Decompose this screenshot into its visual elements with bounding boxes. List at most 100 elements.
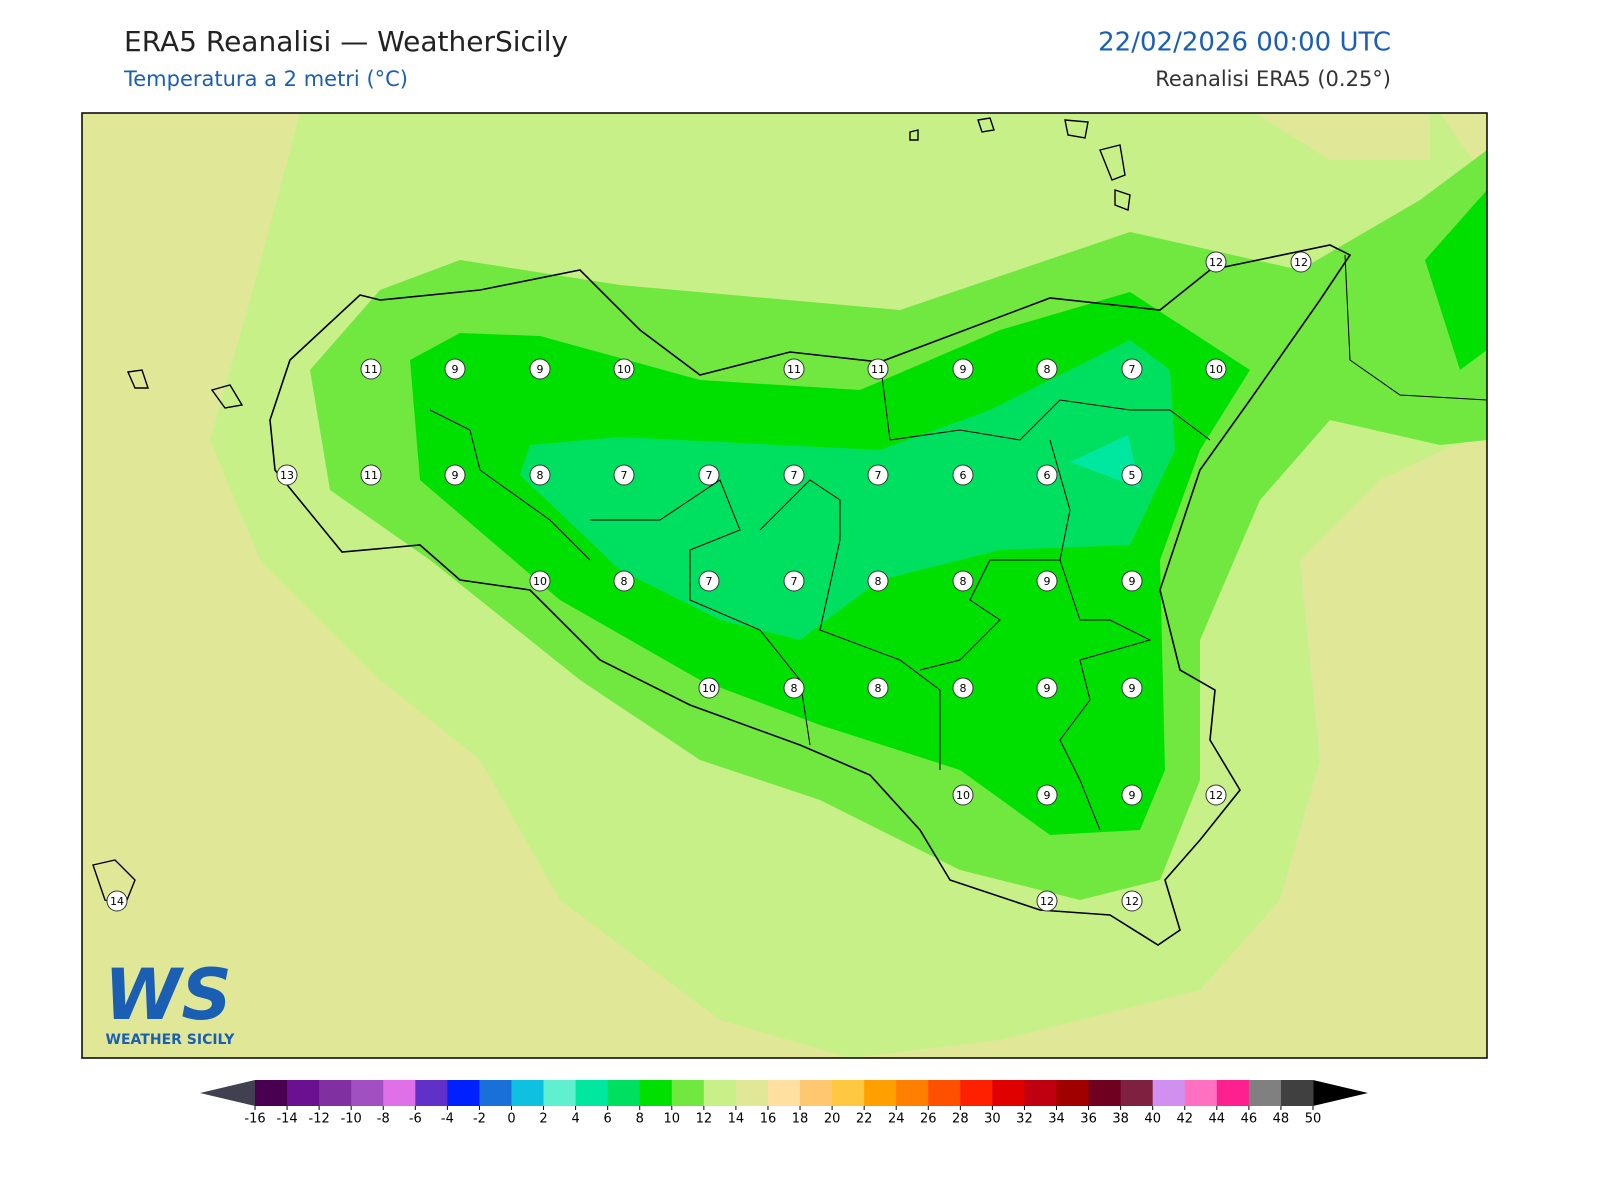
colorbar-tick-label: -16 [244, 1112, 265, 1127]
colorbar-tick-label: 30 [984, 1112, 1001, 1127]
station-marker [867, 570, 889, 592]
station-marker [698, 464, 720, 486]
island [92, 117, 1131, 906]
station-marker [1036, 464, 1058, 486]
station-value: 12 [1209, 789, 1223, 802]
station-marker [698, 677, 720, 699]
station-value: 12 [1294, 256, 1308, 269]
title: ERA5 Reanalisi — WeatherSicily [124, 25, 568, 58]
colorbar-tick-label: -12 [309, 1112, 330, 1127]
colorbar-under [200, 1080, 255, 1106]
colorbar-bin [800, 1080, 833, 1106]
contour [1330, 570, 1400, 600]
station-value: 7 [706, 575, 713, 588]
station-marker [1121, 570, 1143, 592]
map-frame [81, 112, 1488, 1059]
station-value: 14 [110, 895, 124, 908]
subtitle: Temperatura a 2 metri (°C) [123, 67, 408, 91]
colorbar-bin [607, 1080, 641, 1106]
colorbar-tick-label: -14 [276, 1112, 297, 1127]
station-value: 9 [452, 469, 459, 482]
logo-name: WEATHER SICILY [106, 1032, 236, 1048]
station-value: 9 [1044, 682, 1051, 695]
colorbar-tick-label: 28 [952, 1112, 969, 1127]
logo-mark: WS [104, 954, 232, 1036]
colorbar-tick-label: 6 [604, 1112, 612, 1127]
station-value: 8 [1044, 363, 1051, 376]
colorbar-bin [1280, 1080, 1314, 1106]
station-value: 9 [537, 363, 544, 376]
colorbar-bin [383, 1080, 416, 1106]
colorbar-bin [671, 1080, 705, 1106]
station-marker [1121, 890, 1143, 912]
stations: 11 9 9 10 11 11 9 8 7 10 12 12 13 11 9 8 7 7 7 7 6 6 5 10 8 7 7 8 8 9… [106, 251, 1312, 912]
station-value: 13 [280, 469, 294, 482]
station-value: 7 [706, 469, 713, 482]
station-value: 9 [1129, 789, 1136, 802]
station-value: 10 [702, 682, 716, 695]
colorbar-bin [960, 1080, 993, 1106]
station-value: 8 [875, 575, 882, 588]
station-value: 9 [1044, 789, 1051, 802]
station-value: 5 [1129, 469, 1136, 482]
station-marker [613, 358, 635, 380]
colorbar-tick-label: 40 [1144, 1112, 1161, 1127]
colorbar-tick-label: 12 [696, 1112, 713, 1127]
colorbar-bin [703, 1080, 737, 1106]
colorbar-tick-label: 10 [664, 1112, 681, 1127]
colorbar-tick-label: 50 [1305, 1112, 1322, 1127]
colorbar-tick-label: 14 [728, 1112, 745, 1127]
station-value: 12 [1040, 895, 1054, 908]
station-marker [360, 358, 382, 380]
station-marker [276, 464, 298, 486]
colorbar-over [1313, 1080, 1368, 1106]
colorbar-bin [735, 1080, 769, 1106]
station-marker [1036, 677, 1058, 699]
colorbar-bin [1216, 1080, 1250, 1106]
colorbar-bin [864, 1080, 897, 1106]
colorbar-tick-label: 48 [1273, 1112, 1290, 1127]
colorbar-bin [479, 1080, 512, 1106]
station-marker [952, 464, 974, 486]
station-marker [529, 464, 551, 486]
station-value: 7 [791, 469, 798, 482]
station-value: 7 [621, 469, 628, 482]
colorbar-tick-label: -8 [377, 1112, 390, 1127]
station-value: 6 [960, 469, 967, 482]
colorbar-tick-label: 32 [1016, 1112, 1033, 1127]
colorbar-bin [639, 1080, 673, 1106]
station-value: 10 [956, 789, 970, 802]
colorbar-bin [415, 1080, 448, 1106]
station-marker [783, 464, 805, 486]
colorbar-tick-label: 44 [1209, 1112, 1226, 1127]
station-marker [613, 464, 635, 486]
station-marker [529, 570, 551, 592]
colorbar-bin [1088, 1080, 1122, 1106]
colorbar-bin [767, 1080, 801, 1106]
colorbar-tick-label: 4 [571, 1112, 579, 1127]
station-value: 9 [452, 363, 459, 376]
station-marker [444, 464, 466, 486]
colorbar-tick-label: 36 [1080, 1112, 1097, 1127]
colorbar: -16 -14 -12 -10 -8 -6 -4 -2 0 2 4 6 8 10 12 14 16 18 20 22 2… [200, 1080, 1368, 1127]
colorbar-tick-label: 42 [1176, 1112, 1193, 1127]
station-marker [783, 570, 805, 592]
station-marker [1205, 784, 1227, 806]
map: 11 9 9 10 11 11 9 8 7 10 12 12 13 11 9 8 7 7 7 7 6 6 5 10 8 7 7 8 8 9… [82, 113, 1487, 1058]
colorbar-bin [511, 1080, 545, 1106]
station-value: 9 [1129, 682, 1136, 695]
station-value: 12 [1209, 256, 1223, 269]
station-value: 7 [875, 469, 882, 482]
station-marker [952, 784, 974, 806]
station-value: 11 [787, 363, 801, 376]
colorbar-bin [575, 1080, 609, 1106]
station-value: 9 [1044, 575, 1051, 588]
station-value: 8 [791, 682, 798, 695]
colorbar-tick-label: 46 [1241, 1112, 1258, 1127]
colorbar-bin [287, 1080, 320, 1106]
source: Reanalisi ERA5 (0.25°) [1155, 67, 1391, 91]
station-marker [1121, 464, 1143, 486]
station-marker [1121, 358, 1143, 380]
colorbar-tick-label: 34 [1048, 1112, 1065, 1127]
